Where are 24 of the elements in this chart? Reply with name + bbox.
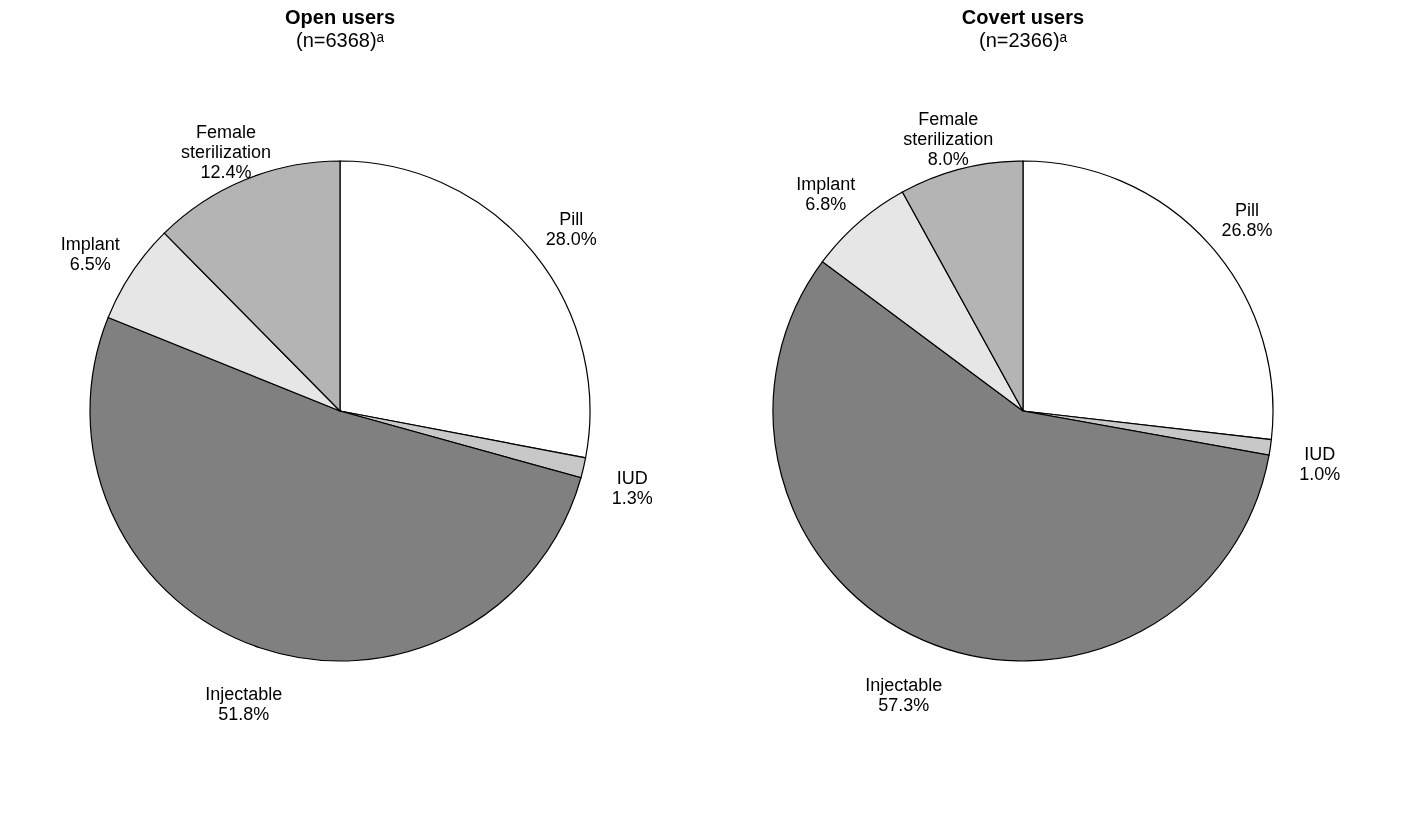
chart-subtitle: (n=6368)ᵃ bbox=[295, 29, 385, 51]
data-label: 6.5% bbox=[69, 253, 111, 274]
data-label: 6.8% bbox=[805, 193, 847, 214]
data-label: 12.4% bbox=[200, 162, 252, 183]
data-label: 28.0% bbox=[545, 228, 597, 249]
slice-label: Implant bbox=[796, 173, 856, 194]
chart-title: Covert users bbox=[961, 6, 1085, 28]
data-label: 26.8% bbox=[1221, 220, 1273, 241]
data-label: 57.3% bbox=[878, 695, 930, 716]
slice-label: Injectable bbox=[865, 675, 943, 696]
slice-label: Implant bbox=[60, 233, 120, 254]
slice-label: Female sterilization bbox=[903, 109, 994, 150]
chart-title: Open users bbox=[284, 6, 396, 28]
slice-label: Female sterilization bbox=[181, 122, 272, 163]
data-label: 51.8% bbox=[218, 704, 270, 725]
data-label: 8.0% bbox=[927, 149, 969, 170]
data-label: 1.0% bbox=[1299, 463, 1341, 484]
data-label: 1.3% bbox=[611, 488, 653, 509]
slice-label: IUD bbox=[616, 468, 648, 489]
slice-label: Pill bbox=[1234, 200, 1259, 221]
slice-label: Injectable bbox=[205, 684, 283, 705]
slice-label: Pill bbox=[559, 208, 584, 229]
slice-label: IUD bbox=[1304, 443, 1336, 464]
chart-subtitle: (n=2366)ᵃ bbox=[978, 29, 1068, 51]
